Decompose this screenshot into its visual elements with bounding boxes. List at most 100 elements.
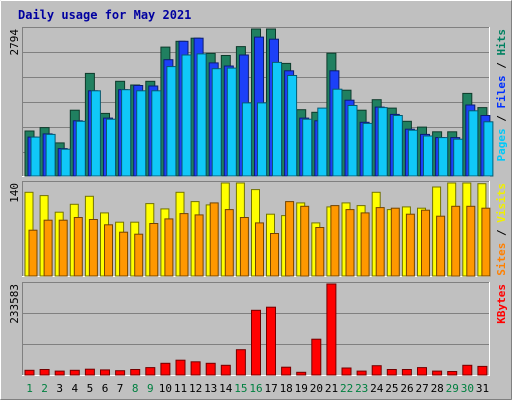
bar-pages-day-30 [468, 110, 479, 177]
bar-sites-day-19 [300, 205, 310, 277]
series-legend-middle: Sites / Visits [495, 183, 508, 276]
bar-kbytes-day-13 [205, 362, 216, 376]
series-legend-part: KBytes [495, 284, 508, 324]
x-tick-label-day-3: 3 [56, 382, 63, 395]
x-tick-label-day-14: 14 [219, 382, 233, 395]
bar-kbytes-day-11 [175, 359, 186, 376]
series-legend-part: Files [495, 75, 508, 108]
series-legend-part: / [495, 56, 508, 76]
x-tick-label-day-31: 31 [476, 382, 489, 395]
bar-pages-day-7 [121, 89, 132, 177]
bar-pages-day-8 [136, 90, 147, 177]
x-tick-label-day-11: 11 [174, 382, 187, 395]
bar-pages-day-15 [241, 102, 252, 177]
x-tick-label-day-10: 10 [159, 382, 172, 395]
bar-sites-day-1 [28, 229, 38, 277]
bar-sites-day-31 [481, 207, 491, 277]
x-tick-label-day-12: 12 [189, 382, 202, 395]
series-legend-top: Pages / Files / Hits [495, 29, 508, 162]
bar-sites-day-8 [134, 233, 144, 277]
bar-kbytes-day-25 [386, 369, 397, 376]
bar-sites-day-2 [43, 219, 53, 277]
x-tick-label-day-16: 16 [249, 382, 262, 395]
x-tick-label-day-13: 13 [204, 382, 217, 395]
bar-kbytes-day-6 [100, 369, 110, 376]
bar-sites-day-3 [58, 219, 68, 277]
series-legend-part: Sites [495, 243, 508, 276]
bar-sites-day-18 [285, 201, 295, 277]
bar-pages-day-11 [181, 54, 192, 177]
series-legend-part: Visits [495, 183, 508, 223]
bar-kbytes-day-23 [356, 370, 367, 376]
ymax-label-bottom: 233583 [8, 284, 21, 324]
bar-sites-day-29 [451, 205, 461, 277]
bar-kbytes-day-10 [160, 362, 171, 376]
bar-kbytes-day-9 [145, 367, 156, 376]
x-tick-label-day-7: 7 [117, 382, 124, 395]
bar-sites-day-16 [255, 222, 264, 277]
x-tick-label-day-17: 17 [264, 382, 277, 395]
bar-pages-day-16 [257, 102, 267, 177]
bar-pages-day-22 [347, 105, 358, 177]
bar-pages-day-3 [60, 148, 71, 177]
bar-sites-day-25 [390, 207, 400, 277]
bar-kbytes-day-4 [69, 369, 80, 376]
bar-kbytes-day-22 [341, 367, 352, 376]
bar-pages-day-25 [392, 115, 403, 177]
bar-kbytes-day-16 [251, 309, 261, 376]
bar-pages-day-2 [45, 133, 56, 177]
bar-kbytes-day-31 [477, 365, 488, 376]
ymax-label-middle: 140 [8, 183, 21, 203]
bar-sites-day-20 [315, 227, 325, 277]
bar-kbytes-day-2 [39, 369, 50, 376]
x-tick-label-day-25: 25 [385, 382, 398, 395]
bar-pages-day-17 [272, 61, 282, 177]
ymax-label-top: 2794 [8, 29, 21, 56]
bar-kbytes-day-8 [130, 369, 141, 376]
chart-title: Daily usage for May 2021 [18, 8, 191, 22]
panel-kbytes: 233583 KBytes [8, 282, 508, 376]
series-legend-part: Hits [495, 29, 508, 56]
series-legend-part: Pages [495, 128, 508, 161]
x-axis-day-labels: 1 2 3 4 5 6 7 8 9 10 11 12 13 14 15 16 17 18 19 20 21 22 23 24 2… [26, 382, 489, 395]
x-tick-label-day-22: 22 [340, 382, 353, 395]
bar-sites-day-24 [375, 207, 385, 277]
x-tick-label-day-1: 1 [26, 382, 33, 395]
bar-sites-day-5 [88, 219, 98, 277]
bar-pages-day-13 [211, 68, 222, 177]
bar-kbytes-day-24 [371, 365, 382, 376]
bar-sites-day-15 [239, 217, 249, 277]
bar-pages-day-18 [287, 75, 298, 177]
bar-pages-day-29 [453, 138, 464, 177]
bar-sites-day-21 [330, 205, 340, 277]
bar-kbytes-day-18 [281, 366, 292, 376]
bar-pages-day-24 [377, 107, 388, 177]
x-tick-label-day-27: 27 [415, 382, 428, 395]
bar-pages-day-21 [332, 88, 343, 177]
x-tick-label-day-20: 20 [310, 382, 323, 395]
bar-kbytes-day-3 [54, 370, 65, 376]
bar-sites-day-22 [345, 209, 355, 277]
bar-kbytes-day-29 [447, 371, 458, 376]
bar-kbytes-day-7 [115, 370, 126, 376]
bar-sites-day-10 [164, 218, 174, 277]
bar-kbytes-day-12 [190, 361, 201, 376]
bar-pages-day-6 [106, 118, 116, 177]
x-tick-label-day-5: 5 [87, 382, 94, 395]
bar-sites-day-4 [73, 217, 83, 277]
bar-sites-day-17 [270, 233, 279, 277]
x-tick-label-day-6: 6 [102, 382, 109, 395]
bar-pages-day-23 [362, 122, 373, 177]
bar-sites-day-13 [209, 202, 219, 277]
bar-kbytes-day-27 [417, 367, 427, 376]
x-tick-label-day-30: 30 [461, 382, 474, 395]
bar-sites-day-9 [149, 223, 159, 277]
panel-sites-visits: 140 Sites / Visits [8, 181, 508, 277]
series-legend-bottom: KBytes [495, 284, 508, 324]
panel-pages-files-hits: 2794 Pages / Files / Hits [8, 27, 508, 177]
x-tick-label-day-28: 28 [431, 382, 444, 395]
bar-pages-day-4 [75, 120, 86, 177]
bar-kbytes-day-1 [24, 369, 35, 376]
x-tick-label-day-4: 4 [71, 382, 78, 395]
